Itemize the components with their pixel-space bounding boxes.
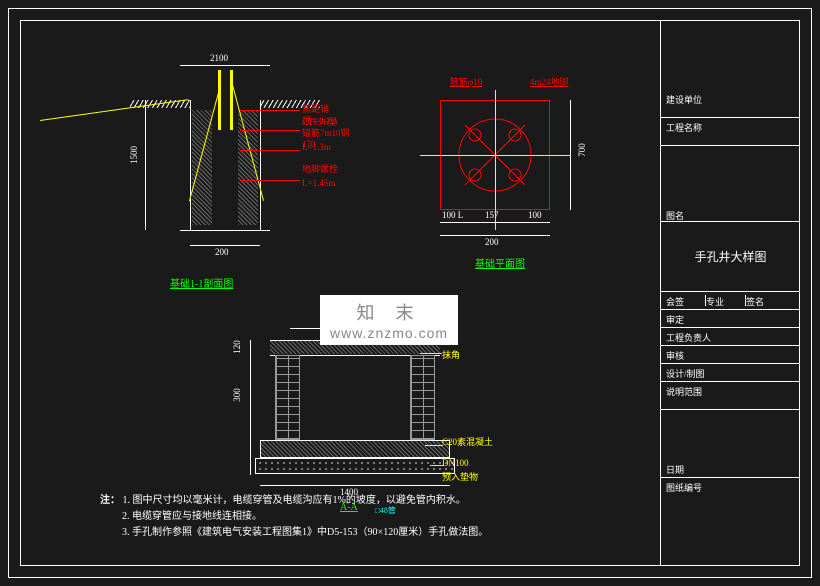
figure-title: 基础平面图 [475, 255, 525, 270]
tb-row-project: 工程名称 [661, 118, 800, 146]
cell: 签名 [746, 295, 786, 306]
label: C20素混凝土 [442, 435, 493, 448]
label: 预入垫物 [442, 470, 478, 483]
leader [430, 465, 444, 466]
tb-row-owner: 建设单位 [661, 90, 800, 118]
gravel [255, 458, 455, 474]
leader-r3 [240, 150, 300, 151]
tb-row-title-label: 图名 [661, 206, 800, 222]
cell: 图纸编号 [666, 483, 702, 493]
note-line: 2. 电缆穿管应与接地线连相接。 [122, 511, 262, 522]
dim-text: 157 [485, 210, 499, 220]
leader-r4 [240, 180, 300, 181]
cell: 设计/制图 [666, 369, 705, 379]
label: L=1.45m [302, 178, 335, 188]
cell: 工程负责人 [666, 333, 711, 343]
cell: 日期 [666, 465, 684, 475]
figure-section-1-1: 焦距销CTE96型 顶=-0.1m 锚筋7m10钢170 L=1.3m 地脚螺栓… [90, 50, 350, 280]
note-line: 1. 图中尺寸均以毫米计，电缆穿管及电缆沟应有1%的坡度，以避免管内积水。 [123, 495, 466, 506]
brick-left [275, 355, 300, 440]
label: 抹角 [442, 348, 460, 361]
cell: 会签 [666, 295, 706, 306]
pit-right [260, 100, 261, 230]
dim-sub [440, 222, 550, 223]
tb-footer-row: 说明范围 [661, 382, 800, 410]
dim-h [250, 340, 251, 475]
label: L=1.3m [302, 142, 331, 152]
dim-text: 100 [528, 210, 542, 220]
centerline-v [495, 90, 496, 230]
tb-label: 建设单位 [666, 95, 702, 105]
tb-subrow: 审核 [661, 346, 800, 364]
cell: 审定 [666, 315, 684, 325]
dim-top [180, 65, 270, 66]
pole-left [218, 70, 221, 130]
tb-subrow: 工程负责人 [661, 328, 800, 346]
tb-footer-row: 图纸编号 [661, 478, 800, 496]
figure-foundation-plan: 箍筋φ10 4m24地脚 200 100 L 157 100 700 基础平面图 [400, 60, 630, 260]
drawing-title: 手孔井大样图 [694, 248, 766, 265]
watermark: 知 末 www.znzmo.com [320, 295, 458, 345]
dim-text: 700 [577, 143, 587, 157]
dim-text: 1500 [129, 146, 139, 164]
dim-text: 100 L [442, 210, 463, 220]
leader-r2 [240, 130, 300, 131]
dim-text: 200 [215, 247, 229, 257]
base-hatch [260, 440, 450, 458]
pit-left [190, 100, 191, 230]
tb-subrow-header: 会签 专业 签名 [661, 292, 800, 310]
title-block: 建设单位 工程名称 图名 手孔井大样图 会签 专业 签名 审定 工程负责人 审核… [660, 20, 800, 566]
cell: 说明范围 [666, 387, 702, 397]
leader-r1 [240, 110, 300, 111]
dim-text: 120 [232, 340, 242, 354]
cell: 专业 [706, 295, 746, 306]
tb-footer-row: 日期 [661, 460, 800, 478]
pit-bottom [180, 230, 270, 231]
label: 4m24地脚 [530, 75, 569, 88]
cell: 审核 [666, 351, 684, 361]
watermark-cn: 知 末 [330, 299, 448, 325]
tb-subrow: 设计/制图 [661, 364, 800, 382]
leader [420, 353, 442, 354]
label: 箍筋φ10 [450, 75, 482, 88]
dim-bot [190, 245, 260, 246]
dim-text: 200 [485, 237, 499, 247]
notes-header: 注： [100, 495, 120, 506]
dim-left [145, 100, 146, 230]
note-line: 3. 手孔制作参照《建筑电气安装工程图集1》中D5-153（90×120厘米）手… [122, 527, 488, 538]
leader [425, 445, 443, 446]
dim-text: 300 [232, 388, 242, 402]
dim-w [260, 485, 450, 486]
tb-label: 工程名称 [666, 123, 702, 133]
tb-subrow: 审定 [661, 310, 800, 328]
label: 地脚螺栓 [302, 162, 338, 175]
leader-yellow [40, 99, 189, 121]
tb-label: 图名 [666, 211, 684, 221]
dim-text: 2100 [210, 53, 228, 63]
drawing-area: 焦距销CTE96型 顶=-0.1m 锚筋7m10钢170 L=1.3m 地脚螺栓… [20, 20, 660, 566]
pole-right [230, 70, 233, 130]
watermark-url: www.znzmo.com [330, 325, 448, 341]
brick-right [410, 355, 435, 440]
dim-w [440, 235, 550, 236]
figure-section-aa: 抹角 C20素混凝土 DN100 预入垫物 1400 120 300 800 A… [220, 320, 500, 520]
label: DN100 [442, 458, 469, 468]
notes-block: 注： 1. 图中尺寸均以毫米计，电缆穿管及电缆沟应有1%的坡度，以避免管内积水。… [100, 493, 620, 541]
drawing-title-cell: 手孔井大样图 [661, 222, 800, 292]
figure-title: 基础1-1剖面图 [170, 275, 233, 290]
dim-h [570, 100, 571, 210]
